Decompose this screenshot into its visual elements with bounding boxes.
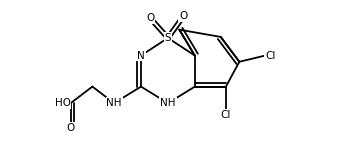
- Text: O: O: [179, 11, 188, 21]
- Text: O: O: [146, 13, 154, 23]
- Text: N: N: [137, 51, 145, 61]
- Text: NH: NH: [106, 98, 122, 108]
- Text: Cl: Cl: [265, 51, 276, 61]
- Text: HO: HO: [55, 98, 71, 108]
- Text: Cl: Cl: [221, 110, 231, 120]
- Text: NH: NH: [160, 98, 176, 108]
- Text: O: O: [67, 123, 75, 133]
- Text: S: S: [165, 33, 171, 43]
